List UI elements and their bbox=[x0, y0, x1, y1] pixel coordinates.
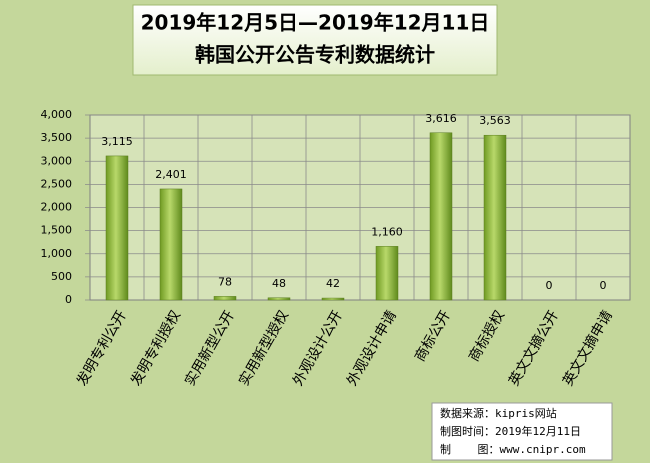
y-tick-label: 1,500 bbox=[41, 224, 73, 237]
y-tick-label: 2,000 bbox=[41, 201, 73, 214]
value-label: 0 bbox=[600, 279, 607, 292]
y-tick-label: 4,000 bbox=[41, 108, 73, 121]
source-box bbox=[431, 402, 613, 461]
source-line: 制 图：www.cnipr.com bbox=[440, 443, 586, 456]
value-label: 1,160 bbox=[371, 225, 403, 238]
bar bbox=[213, 296, 237, 301]
source-line: 数据来源：kipris网站 bbox=[440, 406, 557, 420]
value-label: 3,616 bbox=[425, 112, 457, 125]
bar bbox=[321, 297, 345, 301]
source-line: 制图时间：2019年12月11日 bbox=[440, 424, 581, 438]
y-tick-label: 2,500 bbox=[41, 177, 73, 190]
y-tick-label: 0 bbox=[65, 293, 72, 306]
value-label: 3,115 bbox=[101, 135, 133, 148]
y-tick-label: 500 bbox=[51, 270, 72, 283]
y-tick-label: 3,000 bbox=[41, 154, 73, 167]
bar bbox=[105, 155, 129, 301]
chart-title: 2019年12月5日—2019年12月11日 bbox=[141, 11, 490, 35]
value-label: 78 bbox=[218, 275, 232, 288]
value-label: 0 bbox=[546, 279, 553, 292]
bar bbox=[429, 132, 453, 301]
title-box bbox=[132, 4, 498, 76]
bar bbox=[483, 134, 507, 301]
value-label: 48 bbox=[272, 277, 286, 290]
bar bbox=[159, 188, 183, 301]
value-label: 3,563 bbox=[479, 114, 511, 127]
value-label: 42 bbox=[326, 277, 340, 290]
bar bbox=[267, 297, 291, 301]
bar bbox=[375, 246, 399, 301]
y-tick-label: 3,500 bbox=[41, 131, 73, 144]
value-label: 2,401 bbox=[155, 168, 187, 181]
chart-title: 韩国公开公告专利数据统计 bbox=[195, 43, 435, 67]
y-tick-label: 1,000 bbox=[41, 247, 73, 260]
